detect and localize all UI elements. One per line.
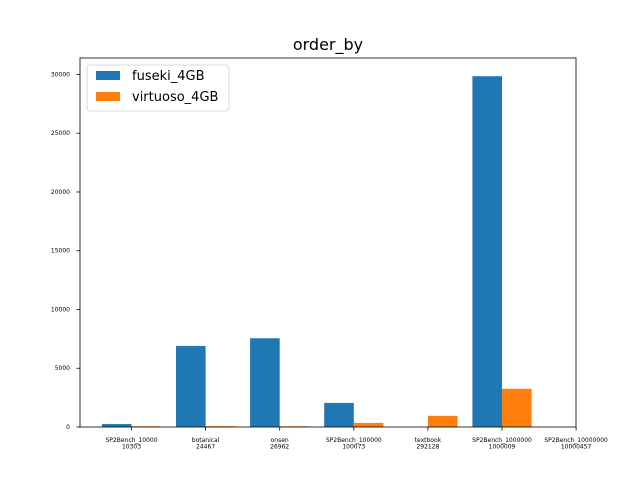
x-tick-label-0: SP2Bench_10000 10303	[105, 437, 157, 451]
bar-fuseki_4GB-5	[472, 76, 502, 428]
bar-fuseki_4GB-3	[324, 402, 354, 427]
bar-virtuoso_4GB-4	[427, 415, 458, 427]
legend-label-virtuoso_4GB: virtuoso_4GB	[132, 90, 218, 105]
bar-fuseki_4GB-0	[101, 424, 132, 427]
plot-frame	[79, 57, 577, 428]
chart-title: order_by	[293, 35, 363, 55]
bars-group	[101, 76, 532, 428]
y-tick-label-0: 0	[66, 424, 70, 431]
x-tick-label-6: SP2Bench_10000000 10000457	[544, 437, 608, 451]
bar-fuseki_4GB-2	[250, 338, 280, 427]
legend-swatch-fuseki_4GB	[96, 71, 120, 80]
x-tick-label-2: onsen 26962	[270, 437, 289, 451]
x-tick-label-1: botanical 24467	[192, 437, 220, 451]
y-tick-label-5: 25000	[51, 130, 70, 137]
bar-virtuoso_4GB-1	[205, 426, 236, 427]
axes-group: 0 5000 10000 15000 20000 25000 30000 SP2Bench_1…	[51, 57, 608, 451]
legend-label-fuseki_4GB: fuseki_4GB	[132, 69, 205, 84]
y-tick-label-6: 30000	[51, 71, 70, 78]
y-tick-label-1: 5000	[55, 365, 70, 372]
y-tick-label-4: 20000	[51, 189, 70, 196]
x-tick-label-4: textbook 292128	[415, 437, 442, 451]
y-tick-label-3: 15000	[51, 248, 70, 255]
legend-box	[86, 64, 230, 112]
bar-fuseki_4GB-1	[176, 345, 206, 427]
legend-swatch-virtuoso_4GB	[96, 92, 120, 101]
legend: fuseki_4GB virtuoso_4GB	[86, 64, 230, 112]
x-tick-label-5: SP2Bench_1000000 1000009	[472, 437, 532, 451]
y-tick-label-2: 10000	[51, 306, 70, 313]
x-tick-label-3: SP2Bench_100000 100073	[326, 437, 382, 451]
bar-virtuoso_4GB-3	[353, 422, 384, 427]
bar-virtuoso_4GB-5	[502, 388, 532, 427]
